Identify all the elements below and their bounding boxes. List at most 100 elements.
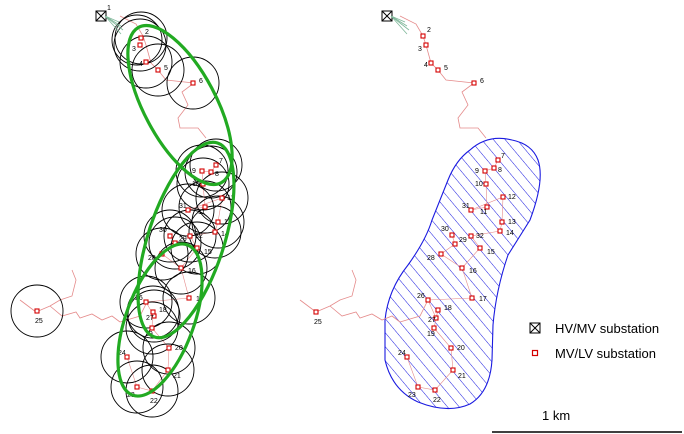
mv-lv-substation xyxy=(425,297,431,303)
substation-label: 22 xyxy=(433,397,441,404)
mv-lv-substation xyxy=(186,295,192,301)
coverage-circle xyxy=(141,343,195,397)
substation-label: 13 xyxy=(508,219,516,226)
left-panel: 2345678910111213141516171819202122232425… xyxy=(10,5,249,418)
right-panel: 234 5678910111213141516171819202122232425… xyxy=(299,10,541,410)
substation-label: 7 xyxy=(219,158,223,165)
substation-label: 24 xyxy=(118,350,126,357)
mv-lv-substation xyxy=(432,387,438,393)
coverage-circle xyxy=(10,284,64,338)
network-line xyxy=(406,159,504,391)
substation-label: 17 xyxy=(479,296,487,303)
network-line xyxy=(35,269,77,313)
mv-lv-substation xyxy=(166,345,172,351)
coverage-circle xyxy=(127,289,181,343)
substation-label: 9 xyxy=(192,168,196,175)
mv-lv-substation xyxy=(468,207,474,213)
mv-lv-substation xyxy=(138,35,144,41)
substation-label: 29 xyxy=(179,236,187,243)
substation-label: 31 xyxy=(179,203,187,210)
mv-lv-substation xyxy=(497,228,503,234)
coverage-circle xyxy=(100,330,154,384)
mv-lv-substation xyxy=(450,367,456,373)
feeder-line xyxy=(104,15,122,35)
legend: HV/MV substation MV/LV substation xyxy=(529,321,659,361)
network-line xyxy=(399,299,429,323)
coverage-circle xyxy=(119,35,173,89)
cluster-ellipse xyxy=(136,140,236,340)
network-line xyxy=(457,82,487,139)
mv-lv-substation xyxy=(34,308,40,314)
substation-label: 3 xyxy=(132,46,136,53)
mv-lv-substation xyxy=(165,367,171,373)
network-line xyxy=(440,234,463,269)
substation-label: 22 xyxy=(150,398,158,405)
cluster-ellipses xyxy=(116,23,236,398)
coverage-circle xyxy=(195,171,249,225)
mv-lv-substation xyxy=(449,232,455,238)
coverage-circle xyxy=(162,271,216,325)
coverage-circle xyxy=(189,138,243,192)
mv-lv-substation xyxy=(471,80,477,86)
substation-label: 12 xyxy=(508,194,516,201)
mv-lv-substation xyxy=(151,313,157,319)
mv-lv-substation xyxy=(435,307,441,313)
cluster-ellipse xyxy=(126,23,234,187)
mv-lv-substation xyxy=(452,241,458,247)
legend-mv-label: MV/LV substation xyxy=(555,346,656,361)
mv-lv-substation xyxy=(468,233,474,239)
substation-label: 6 xyxy=(199,78,203,85)
hatched-service-area xyxy=(384,137,541,410)
left-hv-substation: 1 xyxy=(95,5,124,35)
mv-lv-substation xyxy=(199,168,205,174)
mv-lv-substation xyxy=(212,229,218,235)
mv-lv-substation xyxy=(435,67,441,73)
substation-label: 9 xyxy=(475,168,479,175)
network-line xyxy=(19,299,37,313)
substation-label: 15 xyxy=(487,249,495,256)
mv-lv-substation xyxy=(213,162,219,168)
network-line xyxy=(177,82,207,139)
coverage-circle xyxy=(176,157,230,211)
substation-label: 12 xyxy=(227,195,235,202)
substation-label: 16 xyxy=(469,268,477,275)
network-line xyxy=(315,269,357,313)
substation-label: 24 xyxy=(398,350,406,357)
mv-lv-substation xyxy=(185,207,191,213)
mv-lv-substation xyxy=(433,315,439,321)
mv-lv-substation xyxy=(124,354,130,360)
substation-label: 10 xyxy=(475,181,483,188)
mv-lv-substation xyxy=(202,204,208,210)
mv-lv-substation xyxy=(190,80,196,86)
network-line xyxy=(399,15,475,84)
coverage-circle xyxy=(154,241,208,295)
mv-lv-substation xyxy=(459,265,465,271)
substation-label: 26 xyxy=(417,293,425,300)
coverage-circle xyxy=(111,14,163,66)
mv-lv-substation xyxy=(499,219,505,225)
coverage-circle xyxy=(188,205,242,259)
substation-label: 28 xyxy=(148,255,156,262)
substation-label: 32 xyxy=(476,233,484,240)
substation-label: 23 xyxy=(408,392,416,399)
substation-label: 2 xyxy=(427,27,431,34)
substation-label: 30 xyxy=(441,226,449,233)
substation-label: 29 xyxy=(459,237,467,244)
feeder-line xyxy=(390,15,410,31)
mv-lv-substation xyxy=(167,233,173,239)
network-line xyxy=(119,15,195,84)
mv-lv-substation xyxy=(143,59,149,65)
coverage-circle xyxy=(110,360,164,414)
network-line xyxy=(126,164,223,392)
coverage-circle xyxy=(135,227,189,281)
substation-label: 16 xyxy=(188,268,196,275)
substation-label: 8 xyxy=(215,171,219,178)
cluster-ellipse xyxy=(116,242,204,398)
mv-lv-substation xyxy=(134,384,140,390)
substation-label: 4 xyxy=(424,62,428,69)
mv-lv-substation xyxy=(500,194,506,200)
network-line xyxy=(299,299,317,313)
substation-label: 27 xyxy=(146,315,154,322)
substation-label: 14 xyxy=(221,231,229,238)
mv-lv-substation xyxy=(149,325,155,331)
